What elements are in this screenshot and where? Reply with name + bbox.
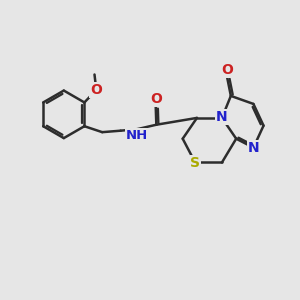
Text: O: O <box>150 92 162 106</box>
Text: N: N <box>216 110 228 124</box>
Text: S: S <box>190 156 200 170</box>
Text: O: O <box>90 83 102 97</box>
Text: NH: NH <box>126 129 148 142</box>
Text: N: N <box>248 141 259 155</box>
Text: O: O <box>221 63 233 77</box>
